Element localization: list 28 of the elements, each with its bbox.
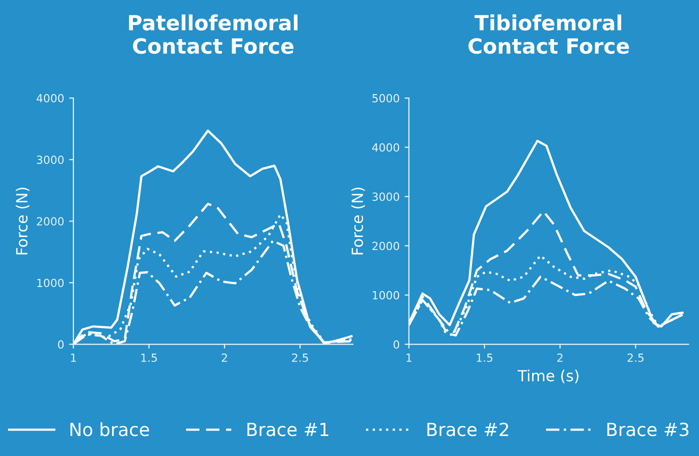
- x-axis-title: Time (s): [518, 370, 578, 384]
- legend-label: No brace: [70, 422, 150, 436]
- y-tick-label: 0: [394, 340, 400, 349]
- x-tick-label: 1: [406, 354, 412, 362]
- y-tick-label: 4000: [36, 94, 64, 102]
- y-tick-label: 0: [58, 340, 64, 349]
- x-tick-label: 2.5: [292, 354, 308, 362]
- y-tick-label: 3000: [372, 192, 400, 201]
- y-tick-label: 2000: [36, 217, 64, 226]
- y-tick-label: 3000: [36, 156, 64, 164]
- x-tick-label: 1.5: [141, 354, 157, 362]
- x-tick-label: 2.5: [628, 354, 644, 362]
- y-tick-label: 2000: [372, 242, 400, 250]
- y-tick-label: 4000: [372, 143, 400, 152]
- legend-label: Brace #3: [607, 422, 688, 436]
- x-tick-label: 1.5: [476, 354, 492, 362]
- x-tick-label: 1: [71, 354, 76, 362]
- x-tick-label: 2: [557, 354, 562, 362]
- y-tick-label: 1000: [37, 278, 64, 288]
- chart-title: Tibiofemoral Contact Force: [468, 14, 629, 54]
- y-tick-label: 5000: [372, 94, 400, 102]
- chart-title: Patellofemoral Contact Force: [129, 14, 298, 54]
- y-tick-label: 1000: [372, 291, 400, 300]
- y-axis-title: Force (N): [16, 188, 30, 254]
- legend-label: Brace #2: [427, 422, 508, 436]
- legend-label: Brace #1: [247, 422, 328, 436]
- y-axis-title: Force (N): [351, 188, 365, 254]
- x-tick-label: 2: [222, 354, 227, 362]
